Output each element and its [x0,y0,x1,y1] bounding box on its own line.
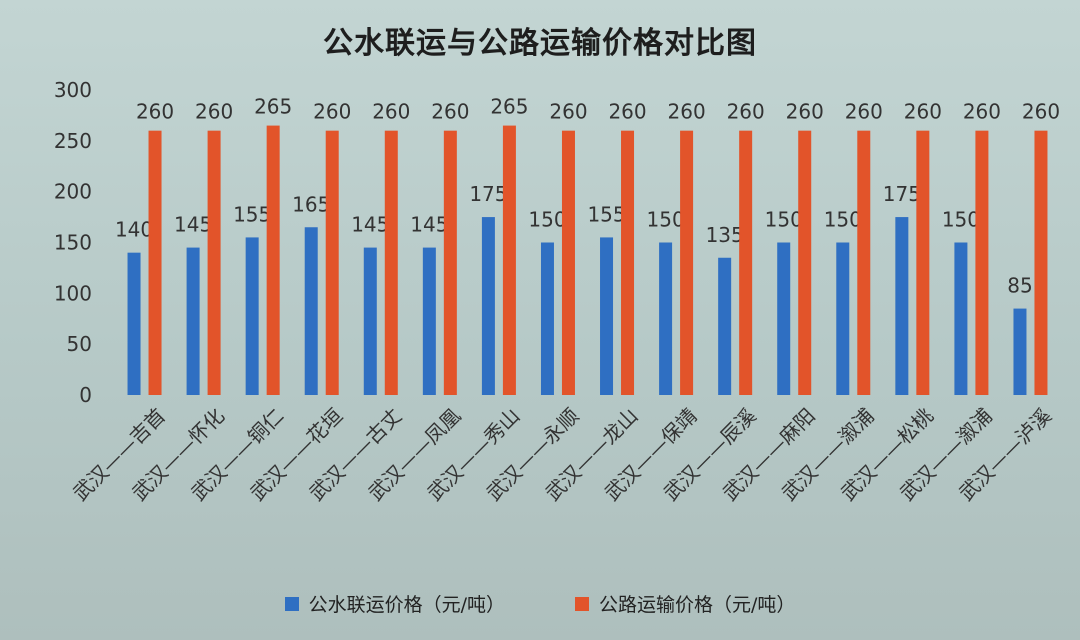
bar-water [186,247,200,395]
data-label-water: 85 [1007,274,1032,298]
data-label-road: 260 [963,100,1001,124]
legend-label-road: 公路运输价格（元/吨） [599,594,796,616]
data-label-road: 260 [786,100,824,124]
bar-water [895,217,909,395]
bar-road [621,130,635,395]
legend-item-road: 公路运输价格（元/吨） [575,590,795,617]
data-label-water: 175 [883,182,921,206]
y-tick-label: 200 [54,180,92,204]
bar-water [127,252,141,395]
bar-water [245,237,259,395]
bar-road [384,130,398,395]
bar-road [443,130,457,395]
bar-road [916,130,930,395]
legend-item-water: 公水联运价格（元/吨） [284,590,505,617]
bar-water [1013,308,1027,395]
y-tick-label: 150 [54,231,92,255]
data-label-water: 145 [410,213,448,237]
data-label-road: 260 [668,100,706,124]
data-label-water: 155 [587,202,625,226]
bar-road [266,125,280,395]
bar-water [836,242,850,395]
bar-water [540,242,554,395]
legend-label-water: 公水联运价格（元/吨） [308,594,505,616]
data-label-road: 260 [313,100,351,124]
data-label-water: 145 [174,213,212,237]
data-label-water: 140 [115,218,153,242]
data-label-road: 265 [490,95,528,119]
data-label-road: 260 [608,100,646,124]
legend-swatch-water [284,596,299,611]
bar-road [798,130,812,395]
bar-water [304,227,318,395]
bar-water [777,242,791,395]
data-label-water: 155 [233,202,271,226]
legend-swatch-road [575,596,589,611]
data-label-water: 150 [824,208,862,232]
y-tick-label: 300 [54,78,92,102]
bar-water [600,237,614,395]
data-label-water: 150 [942,208,980,232]
data-label-road: 260 [195,100,233,124]
data-label-water: 165 [292,192,330,216]
data-label-road: 265 [254,95,292,119]
data-label-road: 260 [431,100,469,124]
bar-water [718,257,732,395]
data-label-road: 260 [136,100,174,124]
data-label-road: 260 [904,100,942,124]
bar-road [207,130,221,395]
bar-road [148,130,162,395]
y-tick-label: 0 [79,383,92,407]
data-label-water: 150 [528,208,566,232]
y-tick-label: 50 [67,332,92,356]
bar-road [975,130,989,395]
bar-water [954,242,968,395]
data-label-water: 175 [469,182,507,206]
data-label-water: 150 [765,208,803,232]
bar-road [502,125,516,395]
bar-road [1034,130,1048,395]
data-label-road: 260 [845,100,883,124]
bar-water [481,217,495,395]
bar-road [680,130,694,395]
data-label-road: 260 [372,100,410,124]
data-label-water: 135 [706,223,744,247]
bar-road [857,130,871,395]
chart-legend: 公水联运价格（元/吨） 公路运输价格（元/吨） [0,590,1080,617]
data-label-road: 260 [1022,100,1060,124]
data-label-road: 260 [727,100,765,124]
bar-road [561,130,575,395]
data-label-water: 145 [351,213,389,237]
bar-water [363,247,377,395]
bar-water [422,247,436,395]
chart-title: 公水联运与公路运输价格对比图 [323,26,757,61]
bar-road [325,130,339,395]
data-label-water: 150 [647,208,685,232]
y-tick-label: 100 [54,281,92,305]
data-label-road: 260 [549,100,587,124]
bar-road [739,130,753,395]
y-tick-label: 250 [54,129,92,153]
bar-water [659,242,673,395]
